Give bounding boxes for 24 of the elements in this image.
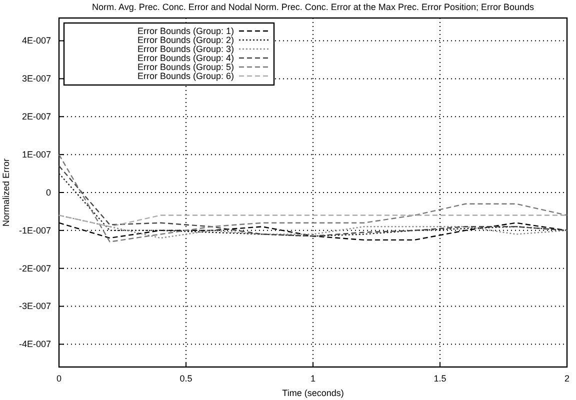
legend-label: Error Bounds (Group: 2): [137, 35, 234, 45]
line-series: [58, 154, 568, 242]
legend-label: Error Bounds (Group: 5): [137, 62, 234, 72]
y-tick-label: -4E-007: [18, 339, 51, 350]
legend-label: Error Bounds (Group: 3): [137, 44, 234, 54]
x-tick-label: 0: [56, 373, 62, 384]
legend-label: Error Bounds (Group: 6): [137, 71, 234, 81]
x-tick-label: 2: [564, 373, 570, 384]
x-axis-title: Time (seconds): [282, 388, 344, 398]
y-tick-label: 2E-007: [22, 112, 51, 122]
y-tick-label: -2E-007: [18, 263, 51, 274]
legend-label: Error Bounds (Group: 4): [137, 53, 234, 63]
x-tick-label: 1: [310, 373, 316, 384]
legend-label: Error Bounds (Group: 1): [137, 26, 234, 36]
y-tick-label: 3E-007: [22, 74, 51, 84]
y-tick-label: 0: [46, 187, 51, 198]
y-tick-label: 4E-007: [22, 36, 51, 46]
y-axis-title: Normalized Error: [1, 158, 11, 227]
chart-title: Norm. Avg. Prec. Conc. Error and Nodal Norm. Prec. Conc. Error at the Max Prec. Error Position; Error Bounds: [92, 2, 534, 12]
y-tick-label: -1E-007: [18, 225, 51, 236]
y-tick-label: 1E-007: [22, 149, 51, 160]
x-tick-label: 1.5: [434, 373, 446, 384]
y-tick-label: -3E-007: [18, 301, 51, 312]
x-tick-label: 0.5: [180, 373, 192, 384]
